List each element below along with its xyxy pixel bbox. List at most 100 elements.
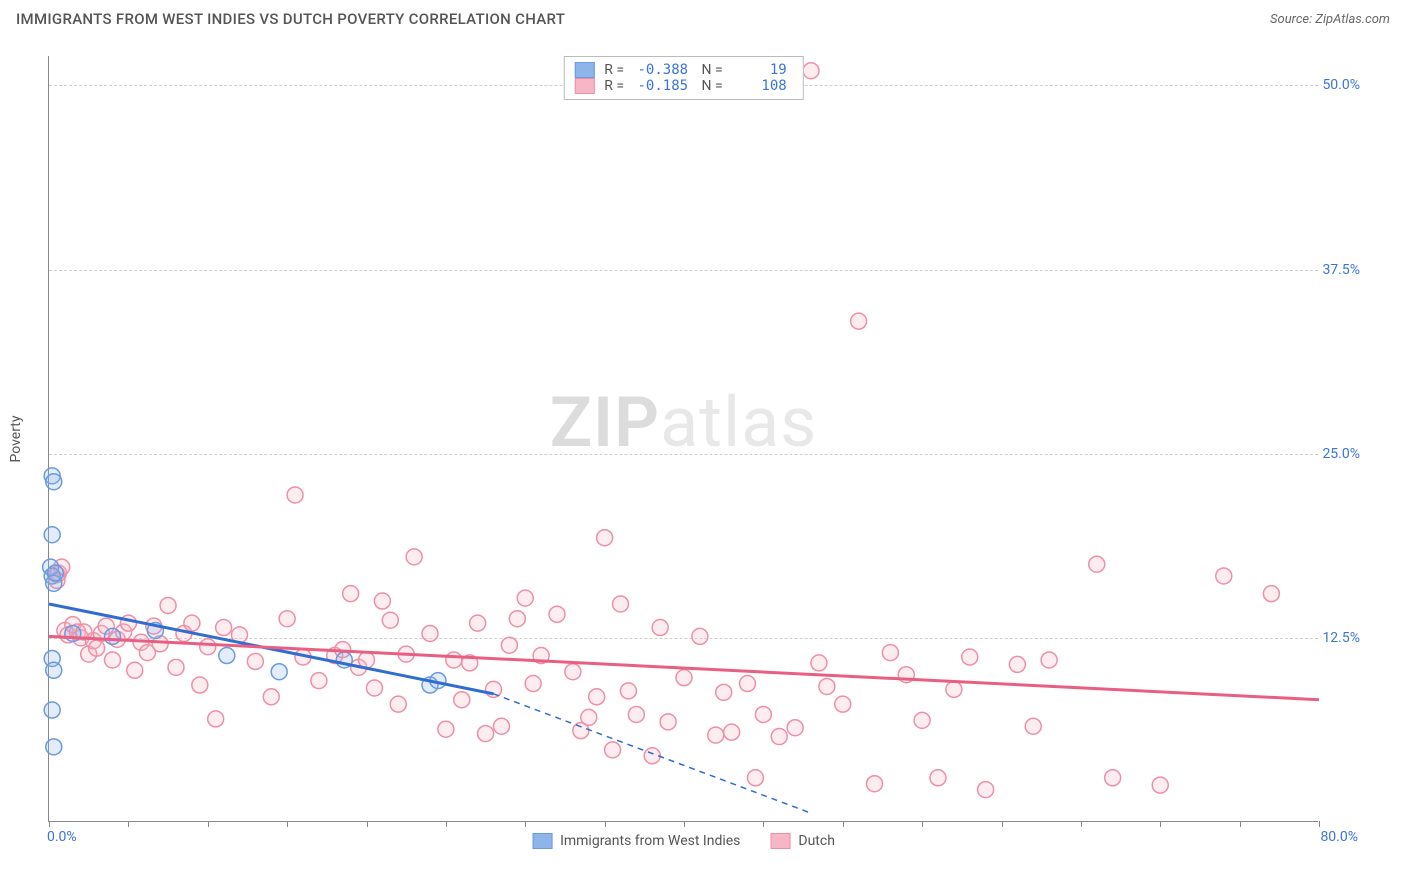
- scatter-point-dutch: [406, 549, 422, 565]
- regression-line-dutch: [49, 636, 1319, 699]
- scatter-point-west_indies: [46, 662, 62, 678]
- scatter-point-dutch: [867, 776, 883, 792]
- n-value-dutch: 108: [733, 78, 787, 94]
- scatter-point-dutch: [835, 696, 851, 712]
- scatter-point-dutch: [446, 652, 462, 668]
- n-label: N =: [698, 62, 723, 78]
- x-tick: [1002, 821, 1003, 827]
- scatter-point-dutch: [962, 649, 978, 665]
- scatter-point-dutch: [851, 313, 867, 329]
- n-label: N =: [698, 78, 723, 94]
- y-axis-title: Poverty: [8, 415, 24, 462]
- scatter-point-dutch: [771, 729, 787, 745]
- scatter-point-dutch: [708, 727, 724, 743]
- scatter-point-dutch: [127, 662, 143, 678]
- x-axis-label-min: 0.0%: [47, 829, 77, 845]
- scatter-point-dutch: [549, 606, 565, 622]
- scatter-point-dutch: [478, 726, 494, 742]
- scatter-point-dutch: [716, 684, 732, 700]
- r-label: R =: [604, 78, 624, 94]
- scatter-point-west_indies: [46, 474, 62, 490]
- scatter-point-dutch: [279, 611, 295, 627]
- plot-area: ZIPatlas 12.5%25.0%37.5%50.0% R = -0.388…: [48, 56, 1318, 822]
- scatter-point-dutch: [1105, 770, 1121, 786]
- legend-swatch-icon: [532, 833, 552, 849]
- scatter-point-dutch: [105, 652, 121, 668]
- scatter-point-west_indies: [44, 702, 60, 718]
- scatter-point-dutch: [486, 681, 502, 697]
- scatter-point-west_indies: [219, 648, 235, 664]
- scatter-point-dutch: [589, 689, 605, 705]
- y-tick-label: 37.5%: [1322, 262, 1360, 278]
- x-tick: [1240, 821, 1241, 827]
- n-value-west-indies: 19: [733, 62, 787, 78]
- scatter-point-dutch: [382, 612, 398, 628]
- x-tick: [128, 821, 129, 827]
- scatter-point-dutch: [366, 680, 382, 696]
- scatter-point-dutch: [1041, 652, 1057, 668]
- scatter-point-dutch: [311, 673, 327, 689]
- scatter-point-dutch: [200, 639, 216, 655]
- scatter-point-dutch: [652, 620, 668, 636]
- scatter-point-dutch: [803, 63, 819, 79]
- scatter-point-dutch: [1263, 586, 1279, 602]
- scatter-point-dutch: [1152, 777, 1168, 793]
- scatter-point-dutch: [613, 596, 629, 612]
- scatter-point-dutch: [811, 655, 827, 671]
- scatter-point-dutch: [208, 711, 224, 727]
- scatter-point-dutch: [628, 706, 644, 722]
- scatter-point-dutch: [676, 670, 692, 686]
- scatter-point-dutch: [946, 681, 962, 697]
- y-tick-label: 25.0%: [1322, 446, 1360, 462]
- scatter-point-dutch: [247, 653, 263, 669]
- x-tick: [446, 821, 447, 827]
- r-value-dutch: -0.185: [634, 78, 688, 94]
- source-label: Source: ZipAtlas.com: [1270, 12, 1390, 27]
- scatter-point-dutch: [517, 590, 533, 606]
- plot-wrap: Poverty ZIPatlas 12.5%25.0%37.5%50.0% R …: [48, 56, 1358, 822]
- r-label: R =: [604, 62, 624, 78]
- scatter-point-dutch: [740, 676, 756, 692]
- scatter-point-dutch: [597, 530, 613, 546]
- series-legend-west-indies: Immigrants from West Indies: [532, 833, 740, 849]
- x-tick: [843, 821, 844, 827]
- scatter-point-dutch: [978, 782, 994, 798]
- scatter-point-dutch: [390, 696, 406, 712]
- scatter-point-dutch: [216, 620, 232, 636]
- x-tick: [287, 821, 288, 827]
- legend-row-west-indies: R = -0.388 N = 19: [574, 62, 786, 78]
- title-bar: IMMIGRANTS FROM WEST INDIES VS DUTCH POV…: [0, 0, 1406, 34]
- scatter-point-dutch: [184, 615, 200, 631]
- scatter-point-dutch: [914, 712, 930, 728]
- legend-row-dutch: R = -0.185 N = 108: [574, 78, 786, 94]
- x-axis-label-max: 80.0%: [1320, 829, 1358, 845]
- scatter-point-west_indies: [105, 628, 121, 644]
- x-tick: [684, 821, 685, 827]
- scatter-point-dutch: [160, 597, 176, 613]
- scatter-point-dutch: [660, 714, 676, 730]
- legend-swatch-icon: [770, 833, 790, 849]
- scatter-point-dutch: [509, 611, 525, 627]
- scatter-point-dutch: [565, 664, 581, 680]
- x-tick: [525, 821, 526, 827]
- x-tick: [367, 821, 368, 827]
- chart-svg: [49, 56, 1319, 822]
- scatter-point-dutch: [470, 615, 486, 631]
- x-tick: [922, 821, 923, 827]
- scatter-point-dutch: [168, 659, 184, 675]
- scatter-point-dutch: [605, 742, 621, 758]
- legend-swatch-dutch: [574, 78, 594, 94]
- y-tick-label: 50.0%: [1322, 77, 1360, 93]
- legend-swatch-west-indies: [574, 62, 594, 78]
- scatter-point-dutch: [1009, 656, 1025, 672]
- scatter-point-dutch: [747, 770, 763, 786]
- scatter-point-west_indies: [47, 565, 63, 581]
- scatter-point-dutch: [1025, 718, 1041, 734]
- scatter-point-dutch: [192, 677, 208, 693]
- scatter-point-dutch: [287, 487, 303, 503]
- scatter-point-dutch: [930, 770, 946, 786]
- scatter-point-dutch: [882, 645, 898, 661]
- scatter-point-west_indies: [271, 664, 287, 680]
- scatter-point-dutch: [343, 586, 359, 602]
- x-tick: [208, 821, 209, 827]
